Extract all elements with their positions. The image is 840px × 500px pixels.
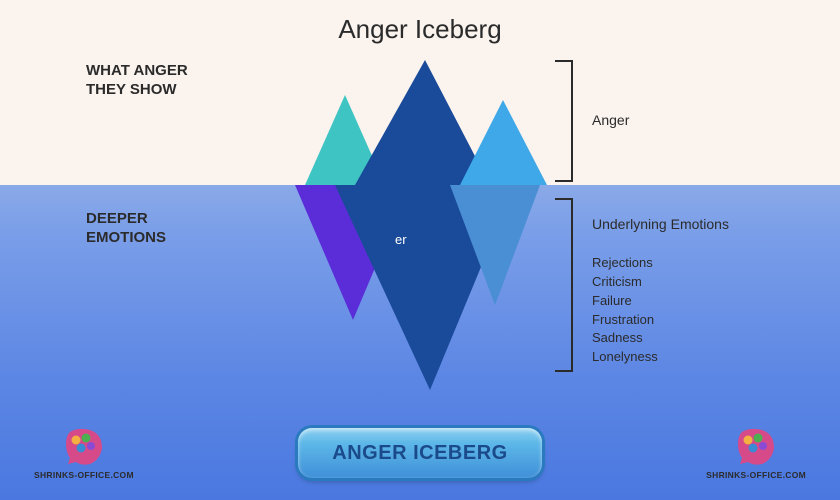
list-item: Frustration bbox=[592, 311, 658, 330]
bracket-top bbox=[555, 60, 573, 182]
list-item: Sadness bbox=[592, 329, 658, 348]
logo-left: SHRINKS-OFFICE.COM bbox=[34, 428, 134, 480]
label-deeper: DEEPER EMOTIONS bbox=[86, 210, 166, 248]
page-title: Anger Iceberg bbox=[0, 14, 840, 45]
list-item: Failure bbox=[592, 292, 658, 311]
brain-head-icon bbox=[62, 428, 106, 468]
pill-badge: ANGER ICEBERG bbox=[298, 428, 542, 478]
anger-label: Anger bbox=[592, 112, 629, 128]
list-item: Criticism bbox=[592, 273, 658, 292]
label-surface: WHAT ANGER THEY SHOW bbox=[86, 62, 188, 100]
pill-text: ANGER ICEBERG bbox=[332, 442, 507, 465]
list-item: Lonelyness bbox=[592, 348, 658, 367]
center-small-text: er bbox=[395, 232, 407, 247]
brain-head-icon bbox=[734, 428, 778, 468]
logo-text-left: SHRINKS-OFFICE.COM bbox=[34, 470, 134, 480]
logo-text-right: SHRINKS-OFFICE.COM bbox=[706, 470, 806, 480]
list-item: Rejections bbox=[592, 254, 658, 273]
label-surface-text: WHAT ANGER THEY SHOW bbox=[86, 62, 188, 98]
underlying-title: Underlyning Emotions bbox=[592, 216, 729, 232]
underlying-list: RejectionsCriticismFailureFrustrationSad… bbox=[592, 254, 658, 367]
label-deeper-text: DEEPER EMOTIONS bbox=[86, 210, 166, 246]
bracket-bottom bbox=[555, 198, 573, 372]
logo-right: SHRINKS-OFFICE.COM bbox=[706, 428, 806, 480]
